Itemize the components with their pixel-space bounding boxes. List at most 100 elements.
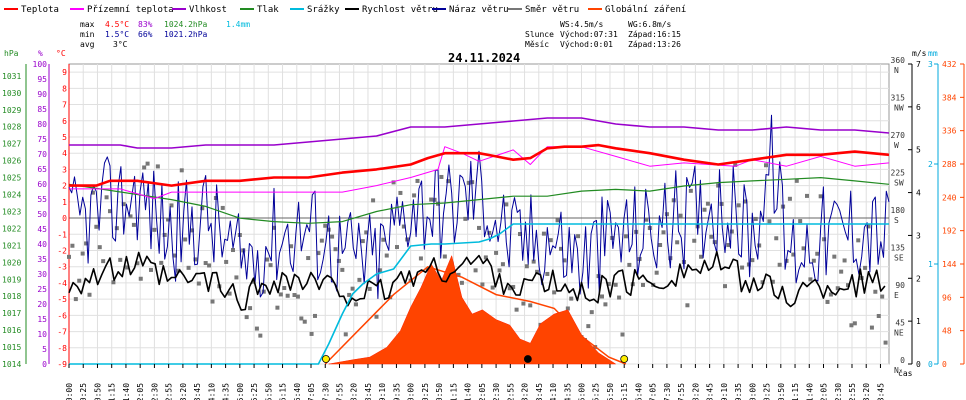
dir-tick-label: 135 [891,244,906,253]
wind-direction-point [849,323,854,328]
wind-wg: WG:6.8m/s [628,20,672,29]
stats-max-temp: 4.5°C [105,20,129,29]
wind-direction-point [313,313,317,318]
wind-direction-point [333,247,338,252]
wind-direction-point [169,203,174,208]
wind-direction-point [377,268,382,273]
degc-tick-label: -6 [57,311,67,320]
pct-tick-label: 35 [37,255,47,264]
wind-direction-point [323,223,328,228]
series-wind-speed [68,250,886,311]
wind-direction-point [347,292,352,297]
dir-tick-label: 0 [900,356,905,365]
hpa-tick-label: 1017 [2,309,21,318]
wind-direction-point [726,243,731,248]
wind-direction-point [152,227,157,232]
ms-tick-label: 5 [916,146,921,155]
wind-direction-point [753,216,758,221]
wind-direction-point [600,294,604,299]
wind-direction-point [367,286,372,291]
axes: -9-8-7-6-5-4-3-2-10123456789051015202530… [2,56,965,375]
x-tick-label: 22:05 [820,383,829,400]
wind-direction-point [555,218,560,223]
wind-direction-point [67,254,71,259]
wind-direction-point [477,225,481,230]
wind-direction-point [84,241,89,246]
wind-direction-point [442,254,447,259]
x-tick-label: 19:35 [734,383,743,400]
sunrise-marker [322,355,330,363]
wind-direction-point [135,261,140,266]
wind-direction-point [299,316,304,321]
wind-direction-point [483,255,488,260]
wind-direction-point [808,277,813,282]
wind-direction-point [159,260,164,265]
wind-direction-point [155,164,160,169]
wind-direction-point [675,240,680,245]
x-tick-label: 19:10 [720,383,729,400]
degc-tick-label: 3 [62,165,67,174]
wind-direction-point [360,239,365,244]
hpa-tick-label: 1031 [2,72,21,81]
wind-direction-point [545,271,550,276]
degc-tick-label: -3 [57,263,67,272]
wind-direction-point [398,190,403,195]
wind-direction-point [712,240,717,245]
wind-direction-point [108,209,112,214]
x-tick-label: 08:45 [364,383,373,400]
wind-direction-point [863,265,868,270]
wind-direction-point [654,270,659,275]
rad-tick-label: 336 [942,127,957,136]
series-temperature [69,143,890,187]
wind-direction-point [798,219,803,224]
wind-direction-point [196,281,201,286]
pct-tick-label: 10 [37,330,47,339]
wind-direction-point [200,206,205,211]
wind-direction-point [514,307,519,312]
wind-direction-point [272,225,276,230]
wind-direction-point [705,201,710,206]
wind-direction-point [278,292,283,297]
wind-direction-point [627,262,632,267]
wind-direction-point [507,286,512,291]
pct-tick-label: 25 [37,285,47,294]
series-wind-gust [68,114,890,299]
wind-direction-point [145,161,150,166]
wind-direction-point [842,258,847,263]
wind-direction-point [548,238,553,243]
wind-direction-point [401,224,406,229]
x-tick-label: 07:55 [335,383,344,400]
wind-direction-point [90,190,95,195]
series-rain [69,223,889,365]
degc-tick-label: -9 [57,360,67,369]
wind-direction-point [343,332,348,337]
wind-direction-point [846,283,850,288]
wind-direction-point [190,228,194,233]
wind-direction-point [702,207,707,212]
x-tick-label: 12:05 [478,383,487,400]
pct-tick-label: 0 [42,360,47,369]
x-tick-label: 11:40 [464,383,473,400]
x-tick-label: 14:35 [563,383,572,400]
hpa-tick-label: 1029 [2,106,21,115]
hpa-tick-label: 1020 [2,258,21,267]
wind-direction-point [193,257,198,262]
pct-tick-label: 90 [37,90,47,99]
dir-letter-label: S [894,216,899,225]
dir-tick-label: 360 [891,56,906,65]
wind-direction-point [261,289,266,294]
wind-direction-point [664,212,669,217]
ms-tick-label: 2 [916,274,921,283]
wind-direction-point [439,174,444,179]
dir-letter-label: SW [894,179,904,188]
wind-direction-point [736,203,741,208]
dir-tick-label: 180 [891,206,906,215]
x-tick-label: 05:50 [264,383,273,400]
pct-tick-label: 95 [37,75,47,84]
wind-direction-point [764,163,768,168]
wind-direction-point [275,305,280,310]
moonset-marker [523,355,532,363]
stats-max-label: max [80,20,95,29]
wind-direction-point [504,202,509,207]
wind-direction-point [822,237,827,242]
